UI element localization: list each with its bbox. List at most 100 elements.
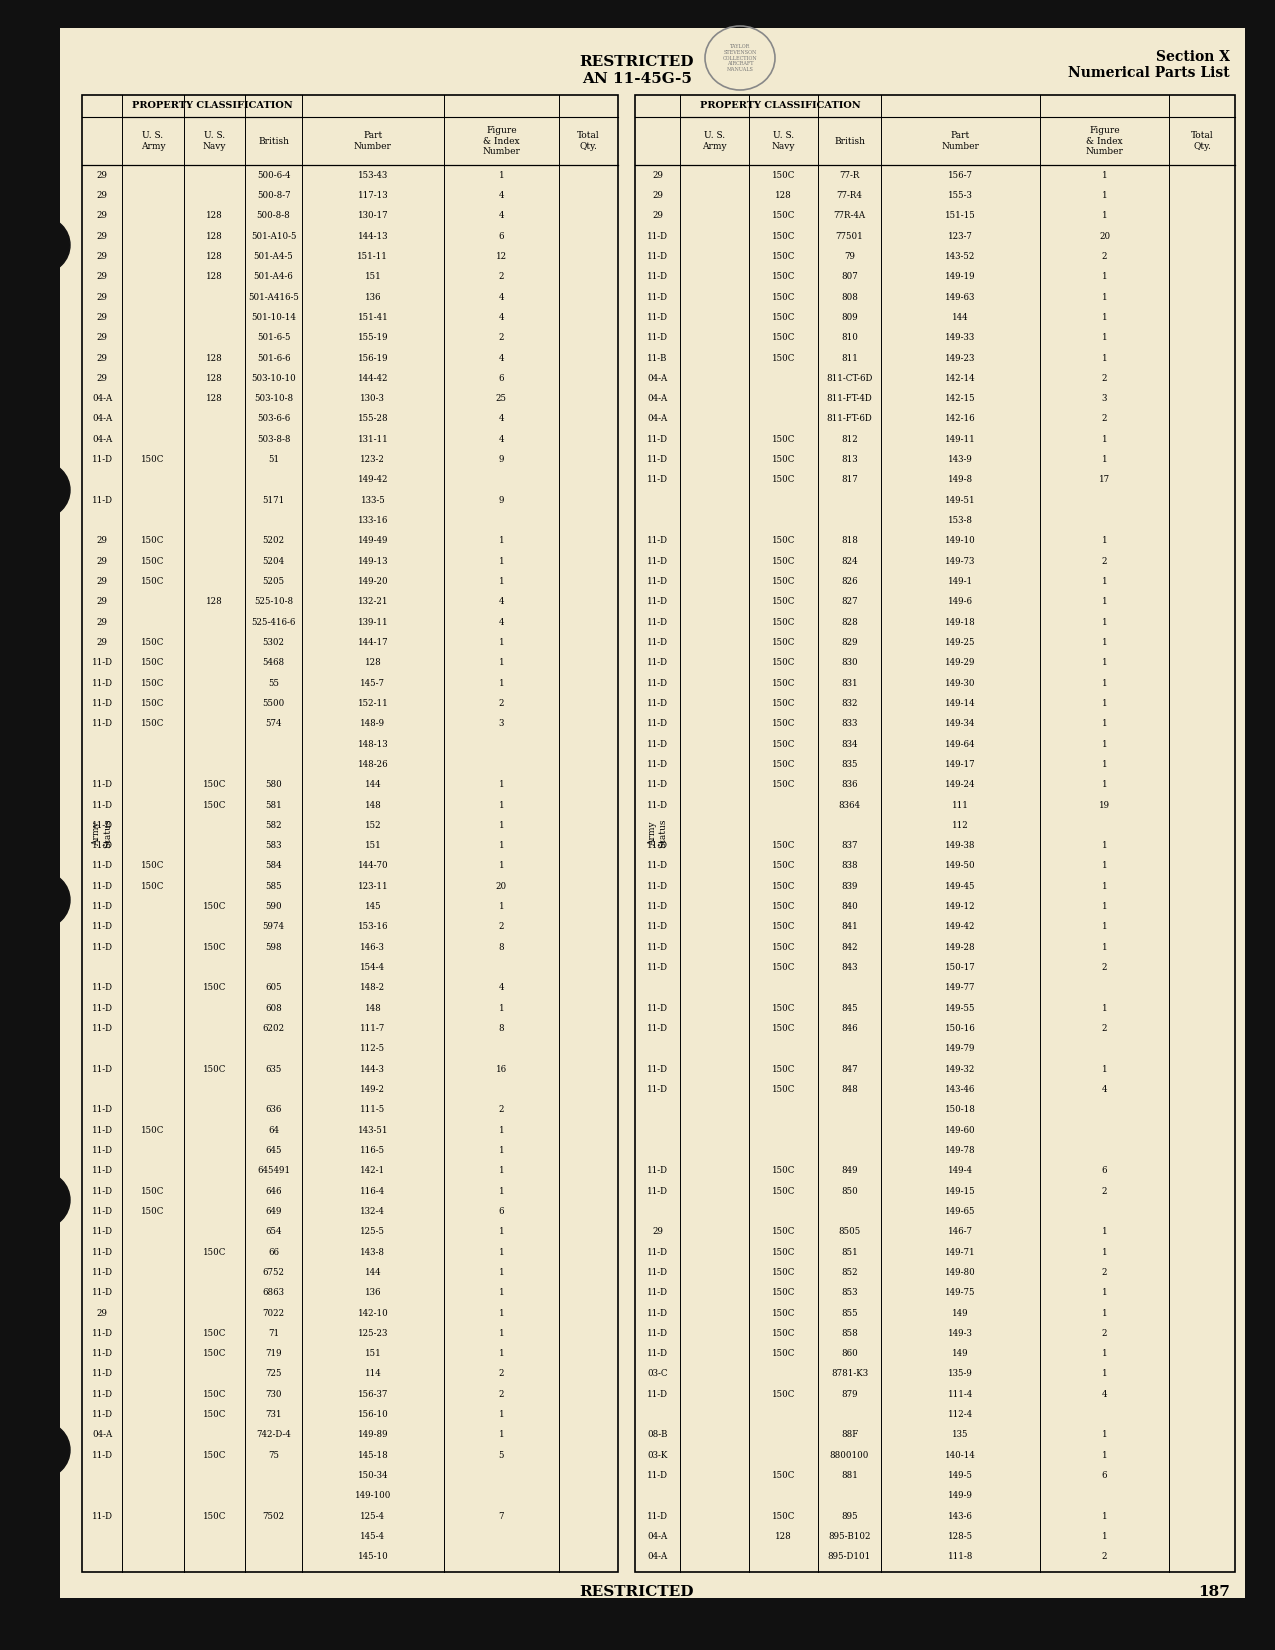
- Text: 11-D: 11-D: [646, 252, 668, 261]
- Text: 150C: 150C: [142, 1206, 164, 1216]
- Text: 150-34: 150-34: [357, 1472, 388, 1480]
- Text: 581: 581: [265, 800, 282, 810]
- Text: 11-D: 11-D: [646, 1267, 668, 1277]
- Text: 149-63: 149-63: [945, 292, 975, 302]
- Text: 150-18: 150-18: [945, 1106, 975, 1114]
- Text: 149-32: 149-32: [945, 1064, 975, 1074]
- Text: 11-D: 11-D: [646, 556, 668, 566]
- Text: 4: 4: [499, 617, 504, 627]
- Text: 143-51: 143-51: [357, 1125, 388, 1135]
- Text: 11-D: 11-D: [646, 1025, 668, 1033]
- Text: 7: 7: [499, 1511, 504, 1521]
- Text: 123-7: 123-7: [949, 231, 973, 241]
- Text: 149-8: 149-8: [947, 475, 973, 485]
- Bar: [635, 96, 1235, 1572]
- Text: Total
Qty.: Total Qty.: [578, 132, 599, 150]
- Text: 1: 1: [499, 639, 504, 647]
- Text: 149-51: 149-51: [945, 495, 975, 505]
- Circle shape: [14, 1172, 70, 1228]
- Text: 156-7: 156-7: [949, 170, 973, 180]
- Text: 117-13: 117-13: [357, 191, 388, 200]
- Text: 150C: 150C: [771, 536, 796, 546]
- Text: 1: 1: [1102, 1370, 1107, 1378]
- Text: 811-CT-6D: 811-CT-6D: [826, 375, 872, 383]
- Text: 149-65: 149-65: [945, 1206, 975, 1216]
- Text: 29: 29: [652, 191, 663, 200]
- Text: 150C: 150C: [203, 983, 227, 992]
- Text: 112-4: 112-4: [947, 1411, 973, 1419]
- Text: 845: 845: [842, 1003, 858, 1013]
- Text: 811-FT-4D: 811-FT-4D: [826, 394, 872, 403]
- Text: 150C: 150C: [771, 719, 796, 728]
- Text: 11-D: 11-D: [646, 964, 668, 972]
- Text: 11-D: 11-D: [646, 1086, 668, 1094]
- Text: 1: 1: [499, 1125, 504, 1135]
- Text: 1: 1: [499, 1308, 504, 1317]
- Text: 830: 830: [842, 658, 858, 667]
- Text: 153-8: 153-8: [949, 516, 973, 525]
- Text: 25: 25: [496, 394, 507, 403]
- Text: 04-A: 04-A: [92, 1431, 112, 1439]
- Text: 150C: 150C: [142, 678, 164, 688]
- Text: 1: 1: [1102, 272, 1107, 280]
- Bar: [82, 96, 618, 1572]
- Text: 128: 128: [207, 272, 223, 280]
- Text: 149-42: 149-42: [945, 922, 975, 932]
- Text: 5500: 5500: [263, 700, 284, 708]
- Text: 11-D: 11-D: [92, 700, 112, 708]
- Text: 149-10: 149-10: [945, 536, 975, 546]
- Text: 1: 1: [1102, 700, 1107, 708]
- Text: 1: 1: [1102, 1431, 1107, 1439]
- Text: 11-D: 11-D: [646, 314, 668, 322]
- Text: 1: 1: [1102, 617, 1107, 627]
- Text: 150C: 150C: [771, 314, 796, 322]
- Text: 1: 1: [1102, 842, 1107, 850]
- Text: 152-11: 152-11: [357, 700, 388, 708]
- Text: 5302: 5302: [263, 639, 284, 647]
- Text: 145-7: 145-7: [361, 678, 385, 688]
- Text: 11-D: 11-D: [92, 842, 112, 850]
- Text: 836: 836: [842, 780, 858, 789]
- Text: PROPERTY CLASSIFICATION: PROPERTY CLASSIFICATION: [700, 102, 861, 111]
- Text: 11-D: 11-D: [646, 678, 668, 688]
- Text: 143-6: 143-6: [949, 1511, 973, 1521]
- Text: 150C: 150C: [771, 1064, 796, 1074]
- Text: 1: 1: [1102, 353, 1107, 363]
- Text: 125-23: 125-23: [357, 1328, 388, 1338]
- Text: 150C: 150C: [771, 617, 796, 627]
- Text: 150C: 150C: [203, 942, 227, 952]
- Text: 11-D: 11-D: [646, 1167, 668, 1175]
- Text: 1: 1: [1102, 1308, 1107, 1317]
- Text: 501-6-5: 501-6-5: [256, 333, 291, 342]
- Text: 149-20: 149-20: [357, 578, 388, 586]
- Text: 11-D: 11-D: [646, 1186, 668, 1196]
- Text: 148-2: 148-2: [361, 983, 385, 992]
- Text: 11-D: 11-D: [646, 639, 668, 647]
- Text: 130-3: 130-3: [361, 394, 385, 403]
- Text: 11-D: 11-D: [646, 1289, 668, 1297]
- Text: 149-11: 149-11: [945, 436, 975, 444]
- Text: 6: 6: [1102, 1472, 1107, 1480]
- Text: 150C: 150C: [771, 556, 796, 566]
- Text: 1: 1: [499, 678, 504, 688]
- Text: 149-6: 149-6: [949, 597, 973, 606]
- Text: 116-5: 116-5: [361, 1147, 385, 1155]
- Text: 5468: 5468: [263, 658, 284, 667]
- Text: 8505: 8505: [839, 1228, 861, 1236]
- Text: 150C: 150C: [771, 861, 796, 871]
- Text: 848: 848: [842, 1086, 858, 1094]
- Text: 11-D: 11-D: [92, 1350, 112, 1358]
- Text: 149-3: 149-3: [949, 1328, 973, 1338]
- Text: 598: 598: [265, 942, 282, 952]
- Text: 111-8: 111-8: [947, 1553, 973, 1561]
- Text: 149-5: 149-5: [949, 1472, 973, 1480]
- Text: RESTRICTED: RESTRICTED: [580, 1586, 695, 1599]
- Text: 149-60: 149-60: [945, 1125, 975, 1135]
- Text: 12: 12: [496, 252, 507, 261]
- Text: 11-D: 11-D: [646, 436, 668, 444]
- Text: 29: 29: [97, 639, 107, 647]
- Text: 03-K: 03-K: [648, 1450, 668, 1460]
- Text: 5: 5: [499, 1450, 504, 1460]
- Text: 29: 29: [97, 211, 107, 221]
- Text: 1: 1: [1102, 436, 1107, 444]
